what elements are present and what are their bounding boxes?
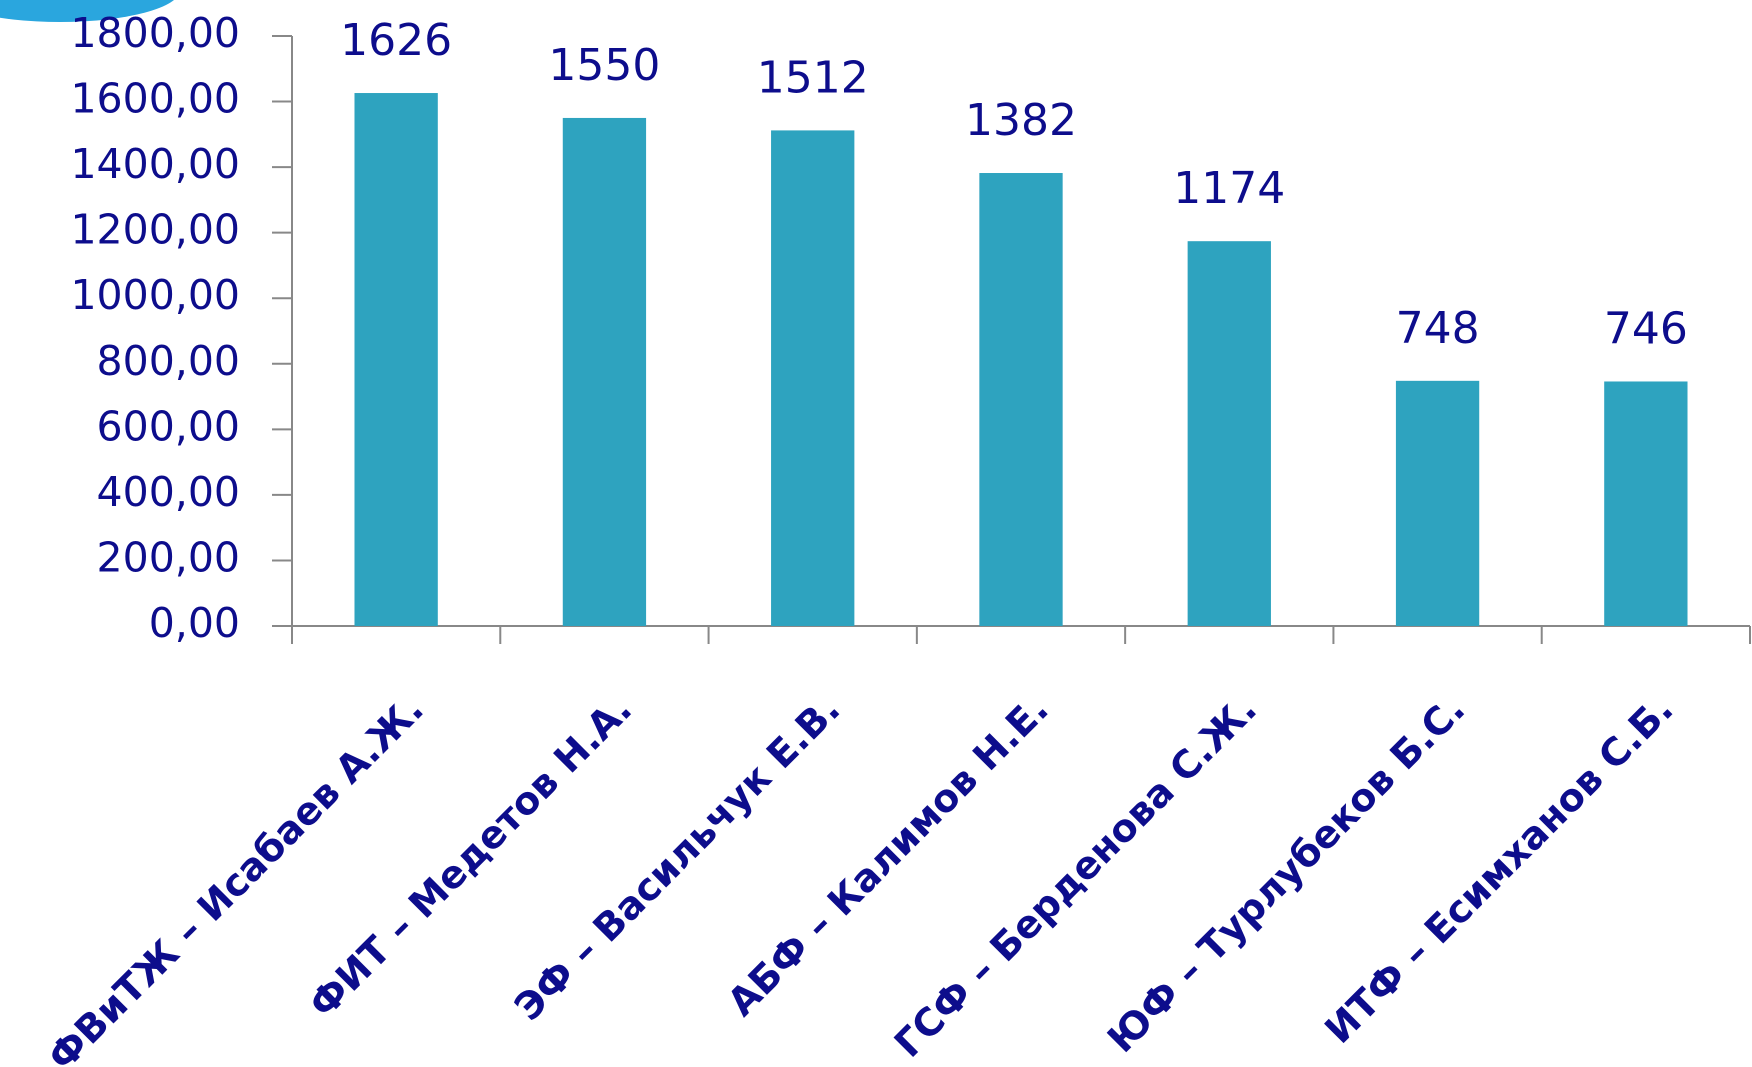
value-label: 1512 — [757, 52, 869, 103]
bar — [1188, 241, 1271, 626]
x-tick-label: ФВиТЖ – Исабаев А.Ж. — [39, 687, 432, 1067]
bar — [979, 173, 1062, 626]
y-tick-label: 800,00 — [97, 337, 240, 385]
y-tick-label: 1600,00 — [70, 75, 240, 123]
bar — [563, 118, 646, 626]
y-tick-label: 1200,00 — [70, 206, 240, 254]
bar — [1396, 381, 1479, 626]
value-label: 1626 — [340, 15, 452, 66]
y-tick-label: 200,00 — [97, 533, 240, 581]
y-tick-label: 600,00 — [97, 402, 240, 450]
value-label: 1174 — [1173, 163, 1285, 214]
x-tick-label: ГСФ – Берденова С.Ж. — [886, 687, 1265, 1066]
bar — [771, 130, 854, 626]
bar — [354, 93, 437, 626]
y-tick-label: 0,00 — [149, 599, 240, 647]
x-tick-label: ИТФ – Есимханов С.Б. — [1316, 687, 1681, 1052]
value-label: 1382 — [965, 95, 1077, 146]
y-tick-label: 1000,00 — [70, 271, 240, 319]
x-tick-label: ЮФ – Турлубеков Б.С. — [1099, 687, 1473, 1061]
bar — [1604, 381, 1687, 626]
value-label: 748 — [1396, 303, 1480, 354]
y-tick-label: 400,00 — [97, 468, 240, 516]
chart: 0,00 200,00 400,00 600,00 800,00 1000,00 1200,… — [0, 0, 1752, 1067]
y-tick-label: 1400,00 — [70, 140, 240, 188]
value-label: 746 — [1604, 303, 1688, 354]
value-label: 1550 — [548, 40, 660, 91]
y-tick-label: 1800,00 — [70, 9, 240, 57]
